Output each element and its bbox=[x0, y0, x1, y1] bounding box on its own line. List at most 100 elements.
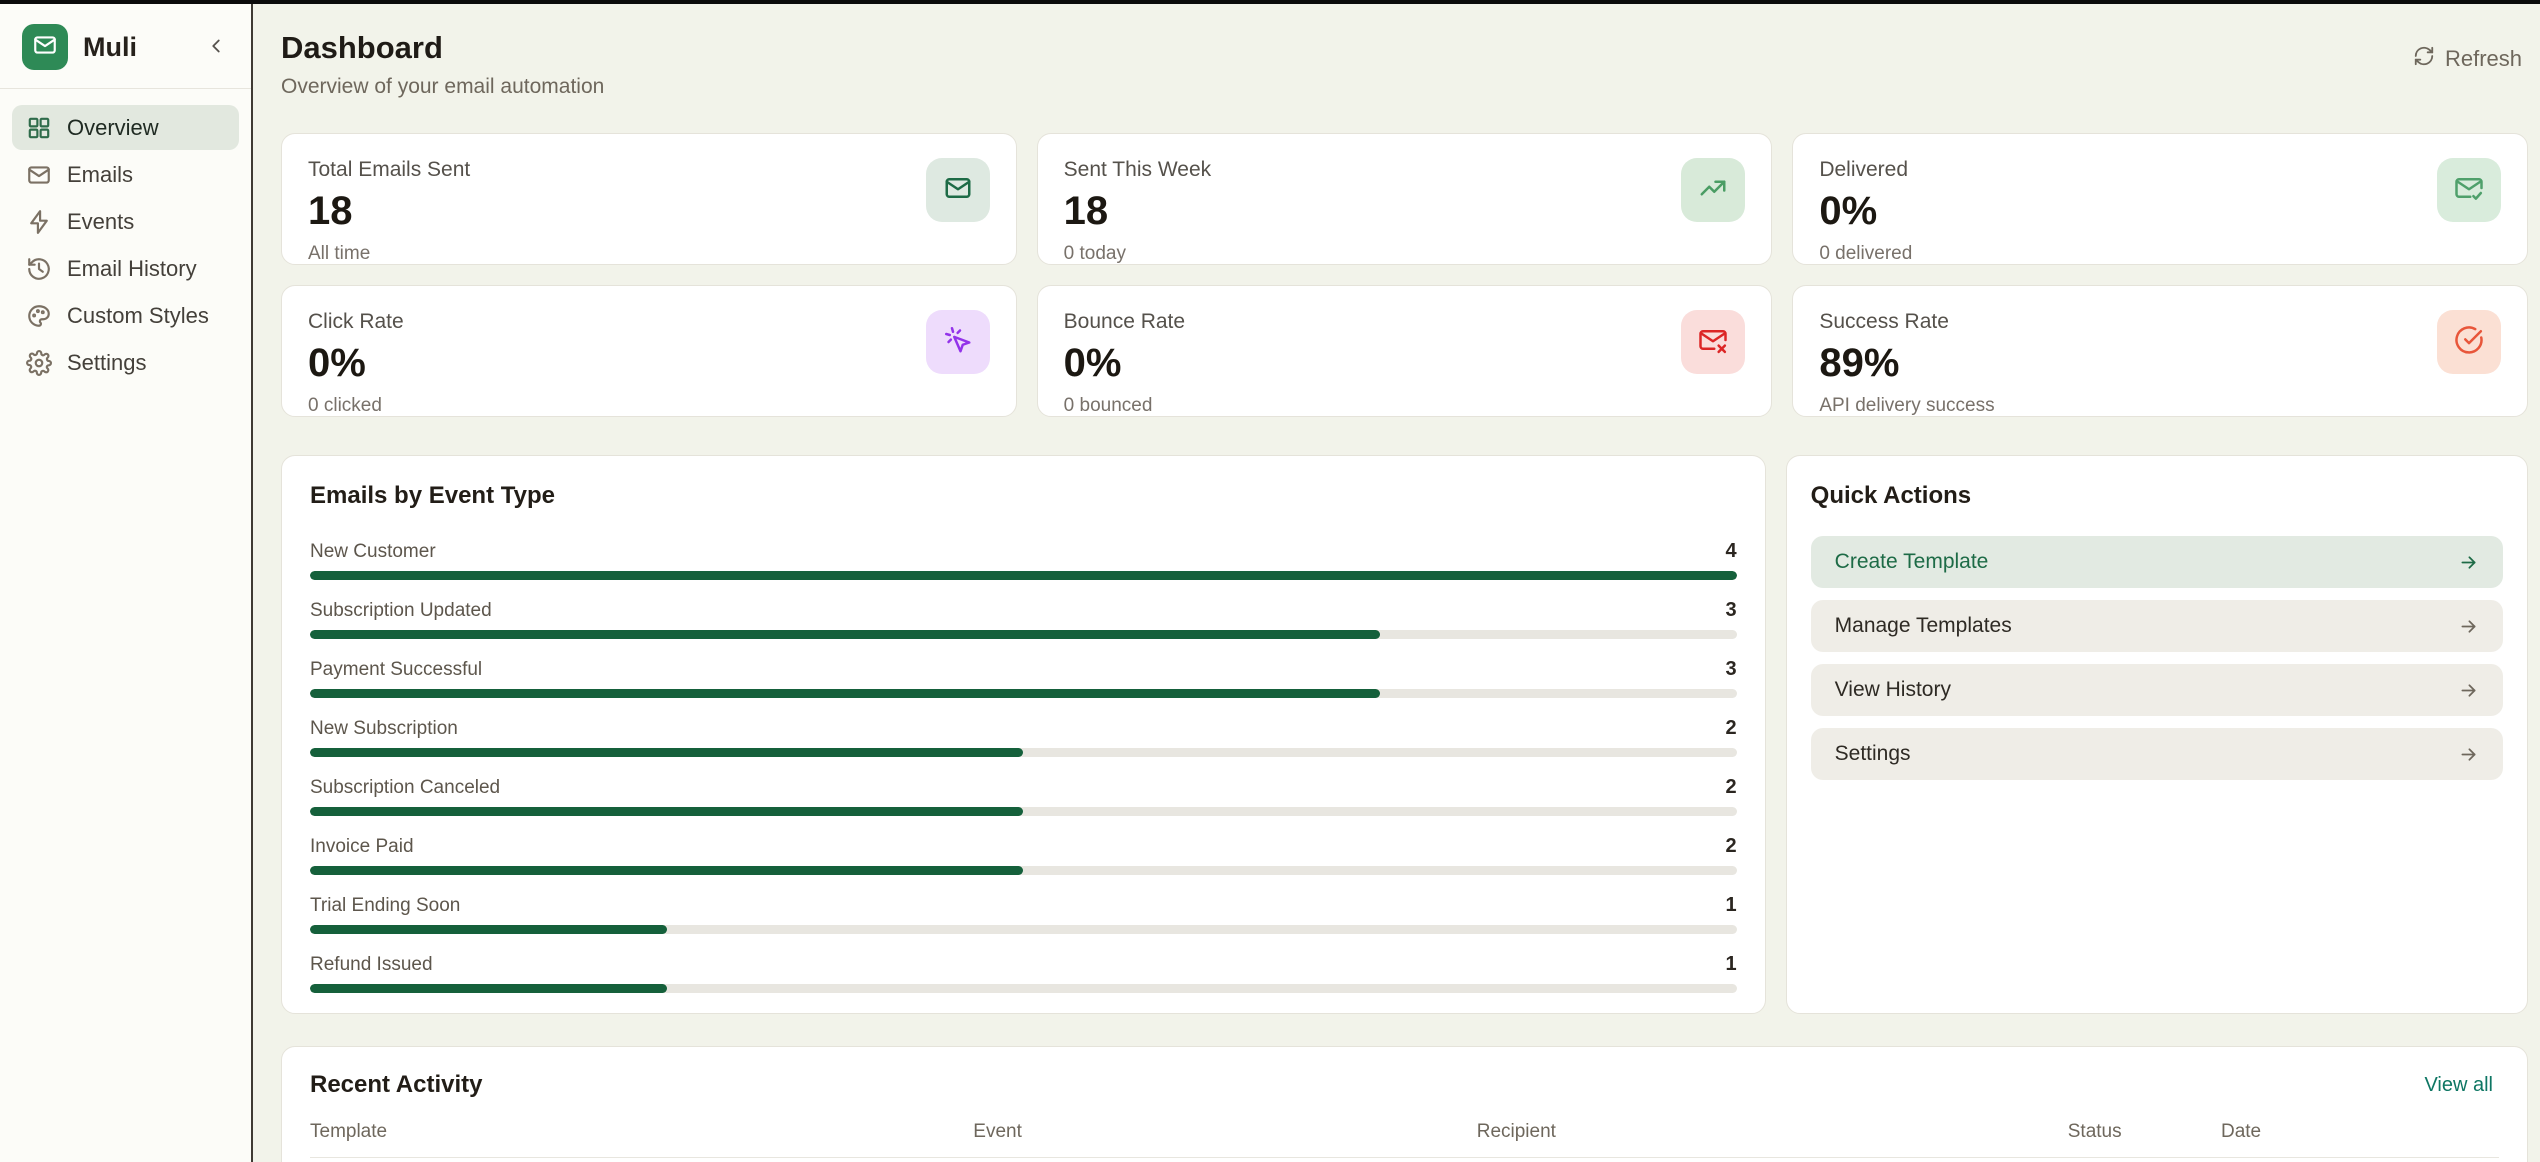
bar-track bbox=[310, 807, 1737, 816]
screen-top-edge bbox=[0, 0, 2540, 4]
table-header-row: Template Event Recipient Status Date bbox=[310, 1121, 2499, 1158]
history-icon bbox=[26, 256, 52, 282]
event-type-row: Refund Issued 1 bbox=[310, 953, 1737, 993]
stat-value: 18 bbox=[1063, 189, 1109, 233]
stat-card-delivered: Delivered 0% 0 delivered bbox=[1792, 133, 2528, 265]
event-type-row: New Customer 4 bbox=[310, 540, 1737, 580]
stat-value: 0% bbox=[308, 341, 366, 385]
event-type-label: Trial Ending Soon bbox=[310, 895, 461, 916]
quick-action-view-history[interactable]: View History bbox=[1810, 664, 2503, 716]
event-type-count: 2 bbox=[1725, 776, 1737, 798]
mail-icon bbox=[925, 158, 990, 222]
chart-title: Emails by Event Type bbox=[310, 482, 555, 509]
mail-check-icon bbox=[2437, 158, 2501, 222]
event-type-label: New Customer bbox=[310, 541, 436, 562]
stat-sub: All time bbox=[308, 243, 371, 264]
stat-label: Sent This Week bbox=[1063, 158, 1212, 181]
sidebar-item-label: Custom Styles bbox=[67, 302, 209, 328]
stat-value: 0% bbox=[1819, 189, 1878, 233]
sidebar-item-label: Settings bbox=[67, 349, 147, 375]
event-type-count: 3 bbox=[1725, 599, 1737, 621]
bar-track bbox=[310, 984, 1737, 993]
event-type-row: Subscription Canceled 2 bbox=[310, 776, 1737, 816]
column-header-date: Date bbox=[2220, 1121, 2499, 1158]
sidebar-item-label: Emails bbox=[67, 161, 134, 187]
stat-value: 18 bbox=[308, 189, 353, 233]
pointer-click-icon bbox=[925, 310, 990, 374]
event-type-count: 1 bbox=[1725, 953, 1737, 975]
bar-fill bbox=[310, 807, 1024, 816]
event-type-row: Trial Ending Soon 1 bbox=[310, 894, 1737, 934]
arrow-right-icon bbox=[2458, 744, 2479, 765]
main-content: Dashboard Overview of your email automat… bbox=[253, 4, 2540, 1162]
quick-action-settings[interactable]: Settings bbox=[1810, 728, 2503, 780]
event-type-label: Payment Successful bbox=[310, 659, 483, 680]
sidebar-header: Muli bbox=[0, 4, 251, 89]
sidebar-item-overview[interactable]: Overview bbox=[12, 105, 239, 150]
event-type-label: New Subscription bbox=[310, 718, 458, 739]
mail-x-icon bbox=[1681, 310, 1746, 374]
trending-up-icon bbox=[1681, 158, 1746, 222]
app-name: Muli bbox=[83, 31, 137, 62]
event-type-row: Invoice Paid 2 bbox=[310, 835, 1737, 875]
sidebar-item-email-history[interactable]: Email History bbox=[12, 246, 239, 291]
bar-fill bbox=[310, 984, 667, 993]
table-row: Test: New Customer New Customer sent 10-… bbox=[310, 1157, 2499, 1162]
stat-card-success-rate: Success Rate 89% API delivery success bbox=[1792, 285, 2528, 417]
stat-card-total-emails-sent: Total Emails Sent 18 All time bbox=[281, 133, 1017, 265]
event-type-count: 2 bbox=[1725, 717, 1737, 739]
column-header-recipient: Recipient bbox=[1476, 1121, 2068, 1158]
bar-fill bbox=[310, 748, 1024, 757]
stat-card-click-rate: Click Rate 0% 0 clicked bbox=[281, 285, 1017, 417]
stat-sub: 0 bounced bbox=[1063, 395, 1153, 416]
quick-actions-list: Create Template Manage Templates View Hi… bbox=[1810, 536, 2503, 780]
page-subtitle: Overview of your email automation bbox=[281, 75, 605, 98]
recent-activity-title: Recent Activity bbox=[310, 1071, 483, 1098]
bar-track bbox=[310, 925, 1737, 934]
event-type-label: Invoice Paid bbox=[310, 836, 414, 857]
bar-fill bbox=[310, 571, 1737, 580]
arrow-right-icon bbox=[2458, 552, 2479, 573]
stat-label: Success Rate bbox=[1819, 310, 1949, 333]
event-type-row: Payment Successful 3 bbox=[310, 658, 1737, 698]
refresh-button[interactable]: Refresh bbox=[2407, 44, 2528, 74]
cell-event: New Customer bbox=[973, 1157, 1477, 1162]
chevron-left-icon bbox=[205, 35, 227, 60]
dashboard-icon bbox=[26, 115, 52, 141]
quick-action-create-template[interactable]: Create Template bbox=[1810, 536, 2503, 588]
sidebar-item-events[interactable]: Events bbox=[12, 199, 239, 244]
gear-icon bbox=[26, 349, 52, 376]
bar-track bbox=[310, 630, 1737, 639]
column-header-event: Event bbox=[973, 1121, 1477, 1158]
sidebar-collapse-button[interactable] bbox=[201, 31, 231, 64]
bar-fill bbox=[310, 925, 667, 934]
event-type-count: 2 bbox=[1725, 835, 1737, 857]
quick-action-manage-templates[interactable]: Manage Templates bbox=[1810, 600, 2503, 652]
sidebar-item-emails[interactable]: Emails bbox=[12, 152, 239, 197]
event-type-count: 4 bbox=[1725, 540, 1737, 562]
event-type-label: Subscription Canceled bbox=[310, 777, 501, 798]
stat-cards: Total Emails Sent 18 All time Sent This … bbox=[281, 133, 2528, 417]
bar-track bbox=[310, 571, 1737, 580]
view-all-link[interactable]: View all bbox=[2418, 1073, 2499, 1098]
arrow-right-icon bbox=[2458, 680, 2479, 701]
cell-template: Test: New Customer bbox=[310, 1157, 974, 1162]
sidebar-item-label: Overview bbox=[67, 114, 159, 140]
sidebar-item-custom-styles[interactable]: Custom Styles bbox=[12, 293, 239, 338]
stat-card-bounce-rate: Bounce Rate 0% 0 bounced bbox=[1036, 285, 1773, 417]
event-type-row: New Subscription 2 bbox=[310, 717, 1737, 757]
event-type-count: 3 bbox=[1725, 658, 1737, 680]
stat-sub: 0 delivered bbox=[1819, 243, 1913, 264]
event-type-count: 1 bbox=[1725, 894, 1737, 916]
stat-sub: 0 today bbox=[1063, 243, 1126, 264]
sidebar-nav: Overview Emails Events Email History Cus… bbox=[0, 89, 251, 401]
cell-date: 10-2-2026 bbox=[2220, 1157, 2499, 1162]
stat-sub: 0 clicked bbox=[308, 395, 382, 416]
stat-sub: API delivery success bbox=[1819, 395, 1995, 416]
zap-icon bbox=[26, 209, 52, 235]
sidebar-item-settings[interactable]: Settings bbox=[12, 340, 239, 385]
emails-by-event-type-card: Emails by Event Type New Customer 4 Subs… bbox=[281, 455, 1766, 1014]
mail-icon bbox=[26, 162, 52, 188]
bar-track bbox=[310, 689, 1737, 698]
